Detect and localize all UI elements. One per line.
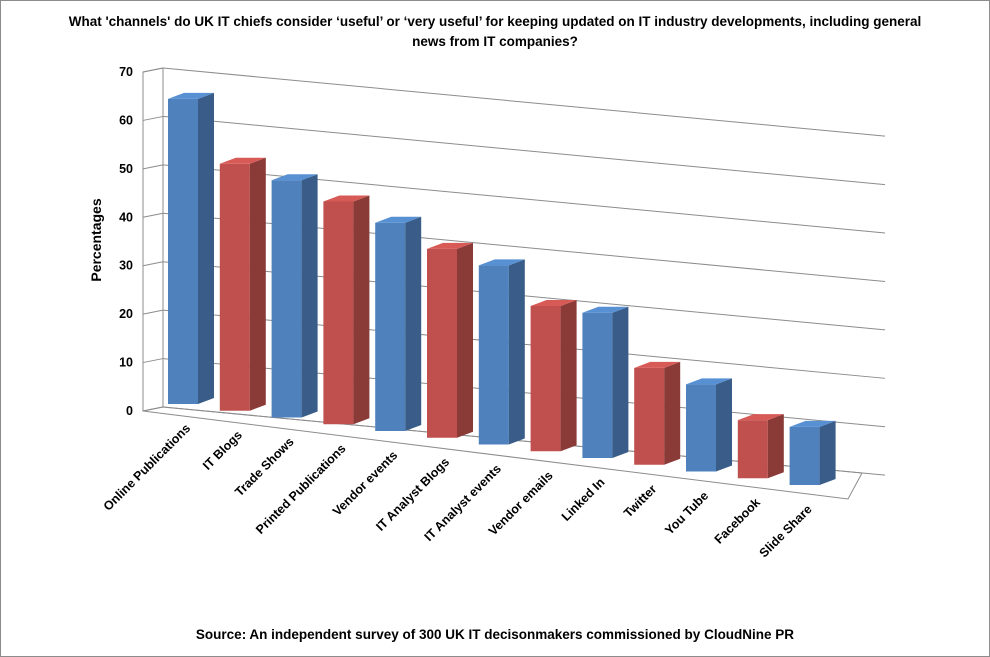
y-tick-label: 0 [126, 404, 133, 418]
bar [219, 157, 266, 411]
bar [271, 174, 318, 418]
bar [323, 195, 370, 425]
gridline-side [142, 212, 164, 218]
y-tick-label: 10 [119, 356, 133, 370]
gridline-side [142, 67, 164, 73]
x-tick-label: Slide Share [757, 502, 815, 560]
gridline-side [142, 406, 164, 412]
x-tick-label: Trade Shows [232, 435, 296, 499]
y-axis-label: Percentages [88, 198, 104, 281]
x-tick-label: Twitter [621, 482, 659, 520]
gridline-side [142, 164, 164, 170]
y-tick-label: 60 [119, 113, 133, 127]
gridline [162, 67, 886, 137]
gridline [162, 115, 886, 186]
x-tick-label: Online Publications [101, 421, 193, 513]
bar [789, 420, 836, 485]
y-tick-label: 50 [119, 162, 133, 176]
y-tick-label: 20 [119, 307, 133, 321]
gridline-side [142, 309, 164, 315]
bar [168, 92, 214, 405]
bar [530, 299, 577, 452]
bars [168, 92, 836, 485]
x-tick-label: IT Blogs [200, 428, 245, 473]
bar [634, 361, 681, 465]
bar [582, 306, 629, 458]
chart-title: What 'channels' do UK IT chiefs consider… [68, 14, 922, 49]
bar [737, 414, 784, 479]
y-tick-label: 70 [119, 65, 133, 79]
gridline-side [142, 115, 164, 121]
gridline-side [142, 261, 164, 267]
y-tick-label: 40 [119, 210, 133, 224]
gridline-side [142, 358, 164, 364]
bar [375, 216, 422, 431]
bar [478, 259, 525, 445]
x-tick-label: You Tube [662, 489, 711, 538]
y-tick-labels: 0 10 20 30 40 50 60 70 [119, 65, 133, 418]
gridline [162, 164, 886, 234]
chart-walls [142, 67, 863, 500]
x-tick-label: Linked In [559, 475, 608, 524]
x-tick-label: Facebook [712, 495, 763, 546]
source-note: Source: An independent survey of 300 UK … [195, 627, 795, 642]
bar [427, 242, 473, 438]
y-tick-label: 30 [119, 259, 133, 273]
bar [686, 378, 732, 472]
